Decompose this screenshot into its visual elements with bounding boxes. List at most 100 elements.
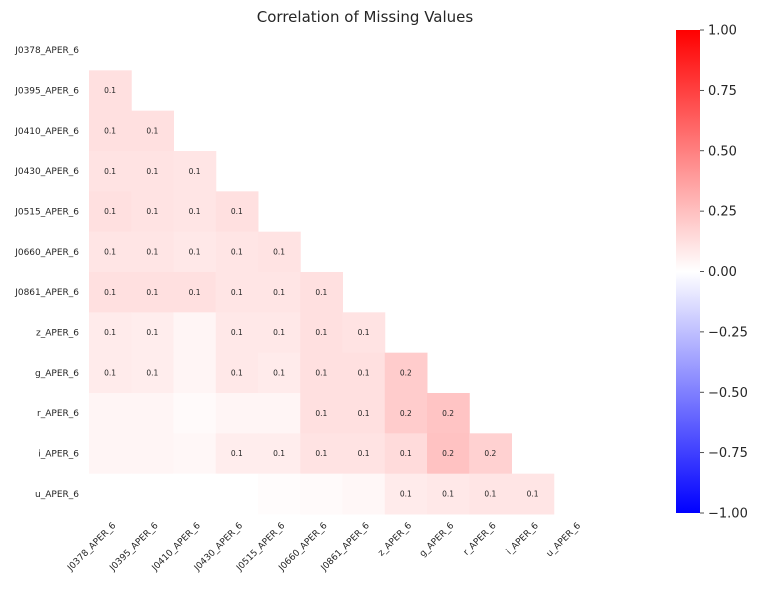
heatmap-cell-11-10	[511, 473, 555, 515]
heatmap-cell-7-2	[173, 312, 217, 354]
heatmap-cell-8-2	[173, 352, 217, 394]
colorbar-tick-label: −0.75	[708, 446, 748, 461]
heatmap-cell-11-0	[89, 473, 132, 515]
cell-annotation-5-3: 0.1	[231, 248, 243, 257]
heatmap-cell-11-2	[173, 473, 217, 515]
colorbar-tick-label: 1.00	[708, 24, 737, 39]
colorbar-tick-label: 0.50	[708, 144, 737, 159]
heatmap-cell-10-4	[258, 433, 301, 475]
colorbar-tick-label: −0.25	[708, 325, 748, 340]
y-tick-label: J0430_APER_6	[14, 167, 79, 177]
cell-annotation-3-0: 0.1	[104, 167, 116, 176]
heatmap-cell-7-3	[215, 312, 259, 354]
heatmap-cell-11-7	[384, 473, 428, 515]
colorbar-tick-label: 0.75	[708, 84, 737, 99]
heatmap-cell-9-6	[342, 393, 386, 434]
heatmap-cell-9-2	[173, 393, 217, 434]
cell-annotation-3-1: 0.1	[146, 167, 158, 176]
heatmap-cell-9-7	[384, 393, 428, 434]
heatmap-cell-2-1	[131, 110, 174, 152]
heatmap-cell-5-4	[258, 231, 301, 273]
heatmap-cell-9-8	[427, 393, 470, 434]
heatmap-cell-6-1	[131, 272, 174, 313]
heatmap-cell-4-1	[131, 191, 174, 233]
heatmap-cell-11-4	[258, 473, 301, 515]
cell-annotation-10-6: 0.1	[358, 449, 370, 458]
heatmap-cell-9-3	[215, 393, 259, 434]
heatmap-cell-10-8	[427, 433, 470, 475]
heatmap-cell-7-6	[342, 312, 386, 354]
cell-annotation-6-2: 0.1	[189, 288, 201, 297]
x-tick-label: u_APER_6	[545, 521, 583, 559]
cell-annotation-7-1: 0.1	[146, 328, 158, 337]
cell-annotation-8-3: 0.1	[231, 369, 243, 378]
heatmap-cell-9-1	[131, 393, 174, 434]
heatmap-cells	[89, 70, 555, 515]
cell-annotation-11-9: 0.1	[484, 490, 496, 499]
x-tick-labels: J0378_APER_6J0395_APER_6J0410_APER_6J043…	[65, 521, 583, 574]
heatmap-cell-11-3	[215, 473, 259, 515]
cell-annotation-11-8: 0.1	[442, 490, 454, 499]
colorbar-tick-label: 0.00	[708, 265, 737, 280]
cell-annotation-4-3: 0.1	[231, 207, 243, 216]
cell-annotation-8-0: 0.1	[104, 369, 116, 378]
cell-annotation-7-5: 0.1	[315, 328, 327, 337]
y-tick-label: z_APER_6	[36, 329, 79, 339]
y-tick-label: J0410_APER_6	[14, 127, 79, 137]
heatmap-cell-7-4	[258, 312, 301, 354]
colorbar	[676, 30, 700, 513]
y-tick-label: J0861_APER_6	[14, 288, 79, 298]
cell-annotation-2-1: 0.1	[146, 127, 158, 136]
heatmap-cell-6-4	[258, 272, 301, 313]
heatmap-cell-8-6	[342, 352, 386, 394]
x-tick-label: g_APER_6	[418, 521, 456, 559]
colorbar-tick-label: −1.00	[708, 507, 748, 522]
heatmap-cell-8-4	[258, 352, 301, 394]
cell-annotation-2-0: 0.1	[104, 127, 116, 136]
heatmap-cell-6-2	[173, 272, 217, 313]
cell-annotation-8-1: 0.1	[146, 369, 158, 378]
colorbar-ticks: 1.00 0.75 0.50 0.25 0.00 −0.25 −0.50 −0.75 −1.00	[700, 24, 748, 522]
cell-annotation-10-5: 0.1	[315, 449, 327, 458]
cell-annotation-5-4: 0.1	[273, 248, 285, 257]
heatmap-cell-10-9	[469, 433, 512, 475]
cell-annotation-5-0: 0.1	[104, 248, 116, 257]
y-tick-label: J0515_APER_6	[14, 208, 79, 218]
x-tick-label: r_APER_6	[462, 521, 499, 558]
cell-annotation-6-5: 0.1	[315, 288, 327, 297]
cell-annotation-6-3: 0.1	[231, 288, 243, 297]
cell-annotation-6-1: 0.1	[146, 288, 158, 297]
heatmap-cell-10-3	[215, 433, 259, 475]
heatmap-cell-9-4	[258, 393, 301, 434]
heatmap-cell-10-5	[300, 433, 343, 475]
cell-annotation-9-8: 0.2	[442, 409, 454, 418]
y-tick-label: g_APER_6	[35, 369, 79, 379]
cell-annotation-7-3: 0.1	[231, 328, 243, 337]
cell-annotation-8-5: 0.1	[315, 369, 327, 378]
heatmap-cell-4-3	[215, 191, 259, 233]
cell-annotation-10-4: 0.1	[273, 449, 285, 458]
cell-annotation-10-8: 0.2	[442, 449, 454, 458]
heatmap-cell-8-1	[131, 352, 174, 394]
heatmap-cell-10-0	[89, 433, 132, 475]
x-tick-label: i_APER_6	[505, 521, 541, 557]
cell-annotation-7-0: 0.1	[104, 328, 116, 337]
colorbar-tick-label: −0.50	[708, 386, 748, 401]
heatmap-cell-11-9	[469, 473, 512, 515]
chart-title: Correlation of Missing Values	[257, 8, 474, 26]
heatmap-cell-10-6	[342, 433, 386, 475]
cell-annotation-11-7: 0.1	[400, 490, 412, 499]
heatmap-cell-7-5	[300, 312, 343, 354]
heatmap-cell-9-0	[89, 393, 132, 434]
heatmap-cell-4-2	[173, 191, 217, 233]
heatmap-cell-3-2	[173, 151, 217, 192]
cell-annotation-9-6: 0.1	[358, 409, 370, 418]
y-tick-label: J0395_APER_6	[14, 87, 79, 97]
cell-annotation-3-2: 0.1	[189, 167, 201, 176]
heatmap-cell-11-1	[131, 473, 174, 515]
cell-annotation-6-4: 0.1	[273, 288, 285, 297]
cell-annotation-9-7: 0.2	[400, 409, 412, 418]
cell-annotation-1-0: 0.1	[104, 86, 116, 95]
heatmap-cell-3-1	[131, 151, 174, 192]
heatmap-cell-9-5	[300, 393, 343, 434]
